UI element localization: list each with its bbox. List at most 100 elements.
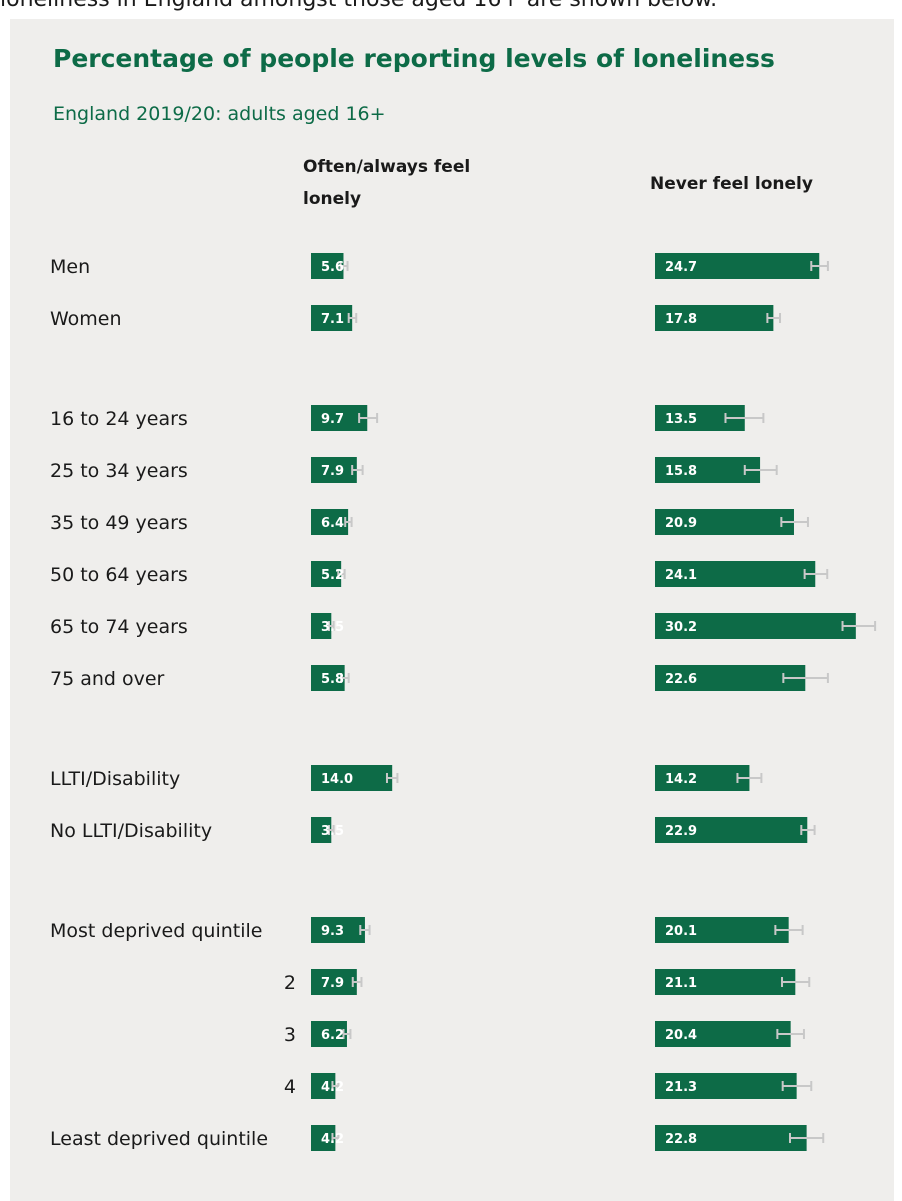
- value-label-never-2: 21.1: [665, 976, 697, 991]
- value-label-never-least-deprived-quintile: 22.8: [665, 1132, 697, 1147]
- value-label-never-most-deprived-quintile: 20.1: [665, 924, 697, 939]
- value-label-often-women: 7.1: [321, 312, 344, 327]
- bar-never-75-and-over: [655, 665, 806, 691]
- value-label-never-50-to-64-years: 24.1: [665, 568, 697, 583]
- bar-often-men: [311, 253, 344, 279]
- value-label-often-2: 7.9: [321, 976, 344, 991]
- row-label-4: 4: [284, 1076, 296, 1098]
- row-label-65-to-74-years: 65 to 74 years: [50, 616, 188, 638]
- value-label-never-35-to-49-years: 20.9: [665, 516, 697, 531]
- error-bar-never-35-to-49-years: [780, 517, 809, 527]
- error-bar-often-least-deprived-quintile: [331, 1133, 340, 1143]
- bar-never-men: [655, 253, 820, 279]
- row-label-75-and-over: 75 and over: [50, 668, 165, 690]
- value-label-never-16-to-24-years: 13.5: [665, 412, 697, 427]
- error-bar-never-16-to-24-years: [724, 413, 765, 423]
- error-bar-never-no-llti-disability: [800, 825, 816, 835]
- error-bar-often-4: [331, 1081, 340, 1091]
- error-bar-often-2: [351, 977, 363, 987]
- value-label-often-35-to-49-years: 6.4: [321, 516, 344, 531]
- row-label-no-llti-disability: No LLTI/Disability: [50, 820, 212, 842]
- value-label-never-3: 20.4: [665, 1028, 697, 1043]
- bar-often-75-and-over: [311, 665, 345, 691]
- value-label-never-llti-disability: 14.2: [665, 772, 697, 787]
- bar-often-no-llti-disability: [311, 817, 332, 843]
- bar-often-2: [311, 969, 357, 995]
- error-bar-never-most-deprived-quintile: [774, 925, 804, 935]
- bar-never-no-llti-disability: [655, 817, 808, 843]
- bar-often-16-to-24-years: [311, 405, 368, 431]
- row-label-16-to-24-years: 16 to 24 years: [50, 408, 188, 430]
- error-bar-often-35-to-49-years: [344, 517, 353, 527]
- value-label-often-3: 6.2: [321, 1028, 344, 1043]
- loneliness-bar-chart: Often/always feel lonely Never feel lonely…: [50, 157, 877, 1151]
- error-bar-often-25-to-34-years: [351, 465, 364, 475]
- error-bar-never-25-to-34-years: [743, 465, 778, 475]
- value-label-often-75-and-over: 5.8: [321, 672, 344, 687]
- error-bar-often-women: [347, 313, 358, 323]
- bar-never-3: [655, 1021, 791, 1047]
- bar-often-least-deprived-quintile: [311, 1125, 336, 1151]
- bar-never-women: [655, 305, 774, 331]
- bar-often-women: [311, 305, 353, 331]
- bar-often-3: [311, 1021, 347, 1047]
- value-label-often-25-to-34-years: 7.9: [321, 464, 344, 479]
- value-label-often-16-to-24-years: 9.7: [321, 412, 344, 427]
- column-heading-never-feel-lonely: Never feel lonely: [650, 174, 813, 194]
- bar-never-least-deprived-quintile: [655, 1125, 807, 1151]
- error-bar-never-75-and-over: [782, 673, 829, 683]
- value-label-never-65-to-74-years: 30.2: [665, 620, 697, 635]
- value-label-never-no-llti-disability: 22.9: [665, 824, 697, 839]
- error-bar-never-llti-disability: [736, 773, 763, 783]
- column-heading-often-always-feel-lonely: Often/always feel lonely: [303, 157, 470, 209]
- error-bar-often-50-to-64-years: [337, 569, 346, 579]
- bar-never-25-to-34-years: [655, 457, 761, 483]
- row-label-most-deprived-quintile: Most deprived quintile: [50, 920, 262, 942]
- bar-never-2: [655, 969, 796, 995]
- bar-often-llti-disability: [311, 765, 393, 791]
- bar-never-50-to-64-years: [655, 561, 816, 587]
- bar-often-25-to-34-years: [311, 457, 357, 483]
- value-label-often-men: 5.6: [321, 260, 344, 275]
- error-bar-often-75-and-over: [340, 673, 350, 683]
- error-bar-never-men: [810, 261, 829, 271]
- bar-often-35-to-49-years: [311, 509, 349, 535]
- chart-title: Percentage of people reporting levels of…: [53, 44, 775, 73]
- row-label-women: Women: [50, 308, 122, 330]
- value-label-never-women: 17.8: [665, 312, 697, 327]
- value-label-often-no-llti-disability: 3.5: [321, 824, 344, 839]
- error-bar-never-3: [776, 1029, 805, 1039]
- error-bar-often-no-llti-disability: [327, 825, 335, 835]
- row-label-least-deprived-quintile: Least deprived quintile: [50, 1128, 268, 1150]
- intro-text: loneliness in England amongst those aged…: [0, 0, 902, 12]
- row-label-men: Men: [50, 256, 90, 278]
- value-label-often-most-deprived-quintile: 9.3: [321, 924, 344, 939]
- value-label-often-50-to-64-years: 5.2: [321, 568, 344, 583]
- value-label-often-llti-disability: 14.0: [321, 772, 353, 787]
- bar-often-50-to-64-years: [311, 561, 342, 587]
- value-label-often-least-deprived-quintile: 4.2: [321, 1132, 344, 1147]
- bar-never-llti-disability: [655, 765, 750, 791]
- error-bar-never-4: [781, 1081, 813, 1091]
- value-label-never-men: 24.7: [665, 260, 697, 275]
- error-bar-often-16-to-24-years: [358, 413, 379, 423]
- value-label-often-65-to-74-years: 3.5: [321, 620, 344, 635]
- bar-never-4: [655, 1073, 797, 1099]
- bar-often-4: [311, 1073, 336, 1099]
- error-bar-never-women: [766, 313, 782, 323]
- error-bar-never-65-to-74-years: [841, 621, 877, 631]
- value-label-often-4: 4.2: [321, 1080, 344, 1095]
- error-bar-often-3: [342, 1029, 352, 1039]
- bar-never-65-to-74-years: [655, 613, 856, 639]
- error-bar-often-llti-disability: [385, 773, 399, 783]
- bar-never-most-deprived-quintile: [655, 917, 789, 943]
- bar-often-most-deprived-quintile: [311, 917, 365, 943]
- error-bar-often-men: [339, 261, 349, 271]
- row-label-25-to-34-years: 25 to 34 years: [50, 460, 188, 482]
- chart-panel: Percentage of people reporting levels of…: [10, 19, 894, 1201]
- chart-subtitle: England 2019/20: adults aged 16+: [53, 103, 386, 125]
- error-bar-never-2: [781, 977, 811, 987]
- row-label-3: 3: [284, 1024, 296, 1046]
- row-label-2: 2: [284, 972, 296, 994]
- bar-never-35-to-49-years: [655, 509, 794, 535]
